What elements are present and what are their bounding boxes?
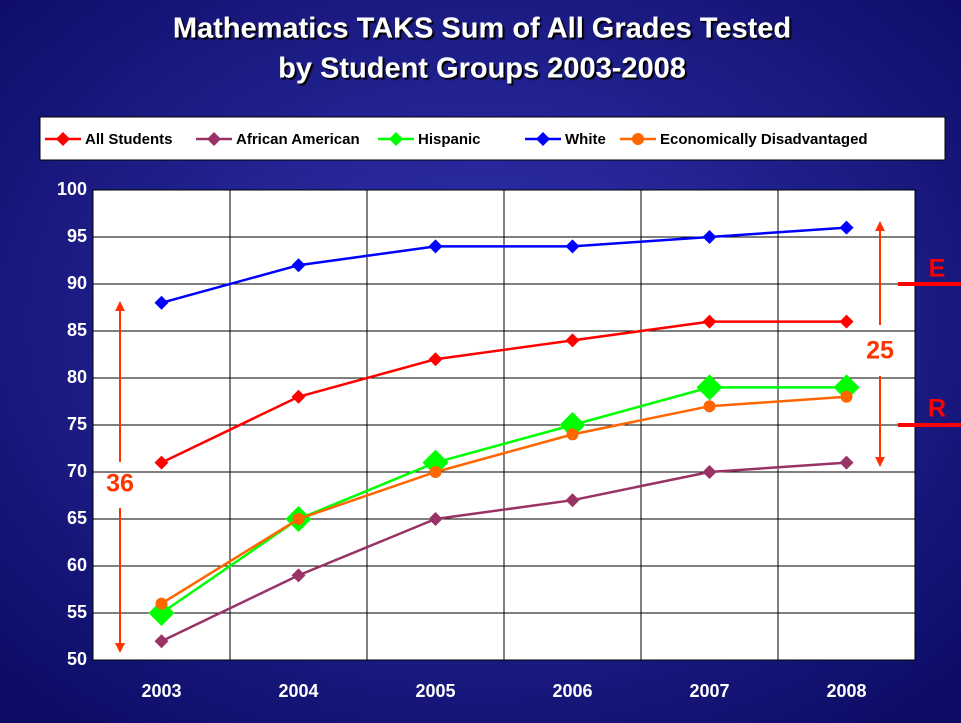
- annotation-arrows: [115, 221, 961, 653]
- point: [565, 493, 580, 508]
- point: [292, 513, 305, 525]
- point: [154, 634, 169, 649]
- legend-marker: [632, 133, 644, 145]
- point: [291, 258, 306, 273]
- point: [702, 230, 717, 244]
- chart-subtitle: by Student Groups 2003-2008: [278, 53, 686, 85]
- series-line: [160, 386, 847, 615]
- point: [148, 600, 175, 626]
- y-tick-label: 70: [67, 461, 87, 481]
- legend-marker: [56, 132, 70, 146]
- y-tick-label: 75: [67, 414, 87, 434]
- legend-marker: [536, 132, 550, 146]
- point: [702, 314, 717, 329]
- point: [291, 568, 306, 583]
- x-tick-label: 2008: [826, 681, 866, 701]
- legend-label: White: [565, 131, 606, 148]
- legend-label: All Students: [85, 131, 173, 148]
- point: [696, 374, 723, 401]
- y-tick-label: 85: [67, 320, 87, 340]
- legend-marker: [389, 132, 403, 146]
- y-tick-label: 60: [67, 555, 87, 575]
- y-tick-label: 100: [57, 179, 87, 199]
- legend-label: Hispanic: [418, 131, 481, 148]
- point: [565, 239, 580, 254]
- y-tick-label: 90: [67, 273, 87, 293]
- y-tick-label: 80: [67, 367, 87, 387]
- chart-title: Mathematics TAKS Sum of All Grades Teste…: [173, 13, 791, 45]
- annotation: 25: [866, 337, 894, 365]
- annotation: R: [928, 395, 946, 423]
- y-tick-label: 95: [67, 226, 87, 246]
- point: [428, 239, 443, 254]
- series-line: [160, 461, 847, 643]
- point: [155, 597, 168, 610]
- y-tick-label: 50: [67, 649, 87, 669]
- point: [833, 374, 860, 401]
- y-tick-label: 55: [67, 602, 87, 622]
- point: [154, 455, 169, 470]
- point: [566, 428, 579, 441]
- x-tick-label: 2004: [278, 681, 318, 701]
- point: [702, 465, 717, 479]
- x-tick-label: 2006: [552, 681, 592, 701]
- x-tick-label: 2005: [415, 681, 455, 701]
- series-line: [161, 226, 847, 305]
- point: [291, 389, 306, 404]
- legend: [39, 116, 946, 161]
- legend-label: Economically Disadvantaged: [660, 131, 868, 148]
- point: [703, 400, 716, 413]
- series-line: [160, 395, 847, 605]
- series-line: [160, 320, 847, 464]
- annotation: 36: [106, 470, 134, 498]
- legend-marker: [207, 132, 221, 146]
- point: [840, 390, 853, 403]
- point: [839, 220, 854, 235]
- point: [428, 352, 443, 367]
- point: [154, 295, 169, 310]
- point: [429, 466, 442, 478]
- point: [565, 333, 580, 348]
- legend-label: African American: [236, 131, 360, 148]
- point: [559, 412, 586, 438]
- point: [839, 314, 854, 329]
- point: [839, 455, 854, 470]
- x-tick-label: 2007: [689, 681, 729, 701]
- annotation: E: [929, 255, 946, 283]
- y-tick-label: 65: [67, 508, 87, 528]
- point: [428, 512, 443, 526]
- x-tick-label: 2003: [141, 681, 181, 701]
